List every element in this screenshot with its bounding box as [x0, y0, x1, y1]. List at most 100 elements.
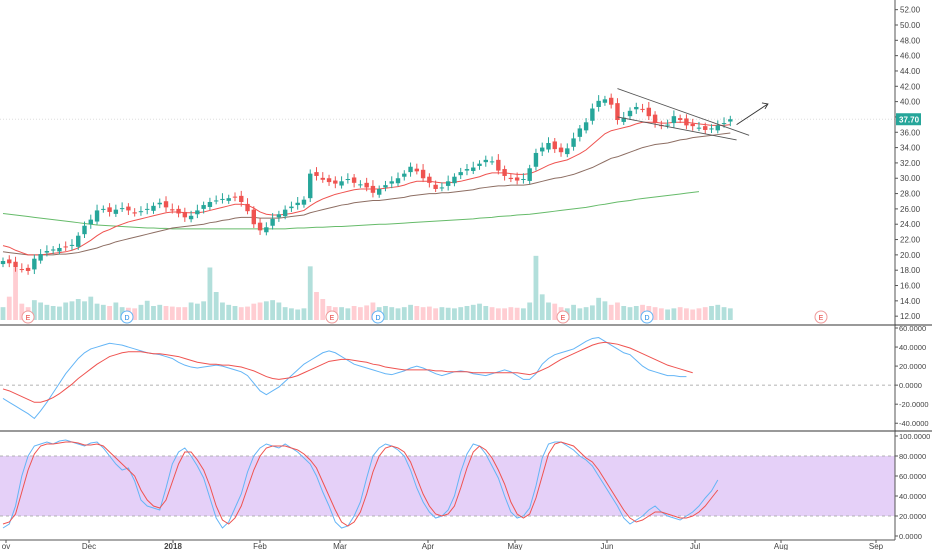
stoch-tick-label: 0.0000: [899, 532, 922, 541]
marker-label: E: [26, 315, 31, 322]
volume-bar: [6, 296, 12, 320]
candle-body: [646, 107, 652, 117]
volume-bar: [132, 308, 138, 320]
stochastic-d-line: [2, 441, 719, 527]
moving-average-long: [2, 191, 700, 230]
candle-body: [508, 177, 514, 180]
dividend-marker[interactable]: [640, 310, 654, 324]
volume-bar: [188, 302, 194, 320]
candle-body: [38, 254, 43, 261]
candle-body: [489, 161, 495, 163]
time-tick-label: Mar: [333, 542, 347, 550]
volume-bar: [31, 300, 37, 320]
volume-bar: [502, 308, 507, 320]
candle-body: [477, 163, 482, 166]
stochastic-panel: [0, 439, 895, 529]
volume-bar: [608, 304, 614, 320]
volume-bar: [282, 307, 288, 320]
candle-body: [621, 117, 626, 122]
volume-bar: [408, 304, 413, 320]
earnings-marker[interactable]: [325, 310, 339, 324]
candle-body: [314, 172, 319, 176]
volume-bar: [452, 308, 457, 320]
price-tick-label: 28.00: [900, 190, 921, 199]
candle-body: [402, 173, 407, 177]
candle-body: [483, 159, 488, 163]
volume-bar: [107, 306, 112, 320]
price-tick-label: 52.00: [900, 6, 921, 15]
candle-body: [696, 127, 702, 129]
stochastic-band: [0, 456, 895, 516]
time-tick-label: Jul: [690, 542, 700, 550]
candle-body: [63, 246, 68, 248]
osc-tick-label: 60.0000: [899, 324, 926, 333]
candle-body: [721, 123, 727, 125]
candle-body: [50, 249, 56, 251]
candle-body: [439, 187, 445, 189]
volume-bar: [169, 306, 175, 320]
earnings-marker[interactable]: [814, 310, 828, 324]
candle-body: [703, 126, 708, 130]
candle-body: [176, 208, 181, 214]
volume-bar: [151, 306, 156, 320]
volume-bar: [702, 307, 708, 320]
candle-body: [339, 181, 344, 186]
volume-bar: [439, 307, 445, 320]
volume-bar: [621, 306, 627, 320]
candle-body: [239, 195, 244, 202]
earnings-marker[interactable]: [21, 310, 35, 324]
volume-bar: [627, 307, 633, 320]
volume-bar: [100, 304, 106, 320]
candle-body: [57, 247, 62, 252]
candle-body: [634, 106, 639, 110]
price-tick-label: 40.00: [900, 98, 921, 107]
candle-body: [232, 196, 238, 198]
volume-bar: [383, 306, 388, 320]
volume-bar: [94, 303, 100, 320]
earnings-marker[interactable]: [556, 310, 570, 324]
time-tick-label: ov: [2, 542, 10, 550]
candle-body: [420, 169, 426, 179]
candle-body: [458, 172, 463, 176]
dividend-marker[interactable]: [120, 310, 134, 324]
volume-bar: [677, 307, 683, 320]
price-tick-label: 44.00: [900, 67, 921, 76]
candle-body: [25, 267, 31, 271]
candle-body: [583, 122, 589, 131]
candle-body: [684, 118, 689, 126]
candle-body: [596, 100, 601, 107]
candle-body: [326, 178, 332, 183]
candle-body: [558, 147, 564, 153]
candle-body: [301, 199, 307, 205]
last-price-badge: [896, 113, 921, 126]
volume-bar: [238, 307, 244, 320]
candle-body: [289, 206, 294, 209]
time-tick-label: Jun: [601, 542, 614, 550]
candle-body: [677, 118, 683, 121]
candle-body: [715, 125, 720, 131]
candle-body: [32, 258, 37, 270]
price-axis[interactable]: 52.0050.0048.0046.0044.0042.0040.0038.00…: [894, 0, 932, 550]
candle-body: [665, 124, 670, 126]
candle-body: [113, 209, 119, 214]
candle-body: [540, 147, 545, 152]
time-axis[interactable]: ov Dec 2018 Feb Mar Apr May Jun Jul Aug Sep: [0, 539, 895, 550]
volume-bar: [207, 267, 213, 320]
dividend-marker[interactable]: [371, 310, 385, 324]
arrow-head: [761, 102, 769, 110]
candle-body: [514, 177, 520, 181]
volume-bar: [276, 302, 282, 320]
volume-bar: [521, 308, 526, 320]
candle-body: [445, 181, 451, 186]
volume-bar: [602, 301, 608, 320]
price-tick-label: 30.00: [900, 174, 921, 183]
volume-bar: [527, 302, 533, 320]
volume-bar: [69, 301, 75, 320]
volume-bar: [389, 307, 395, 320]
volume-bar: [709, 306, 714, 320]
volume-bar: [75, 299, 81, 320]
volume-bar: [445, 307, 451, 320]
marker-label: D: [124, 315, 129, 322]
candle-body: [226, 198, 231, 201]
